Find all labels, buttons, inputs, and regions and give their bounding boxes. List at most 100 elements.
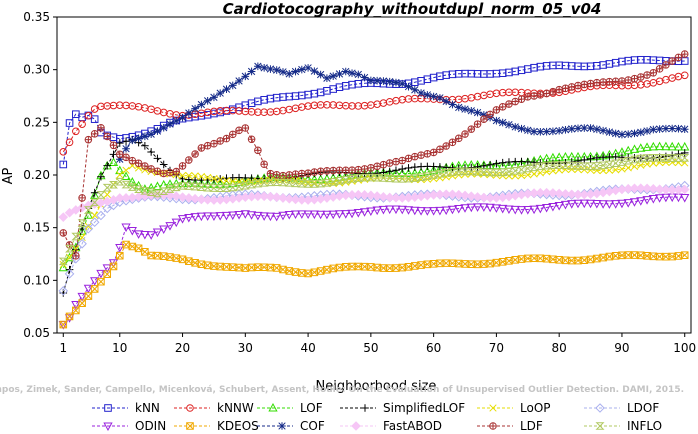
fastabod-point <box>265 191 276 202</box>
odin-point <box>90 277 100 286</box>
odin-point <box>397 205 407 215</box>
cof-point <box>454 103 463 112</box>
inflo-point <box>291 179 301 188</box>
ldf-point <box>335 166 344 174</box>
loop-point <box>530 170 538 178</box>
cof-point <box>674 124 683 133</box>
y-tick-label: 0.35 <box>23 10 50 24</box>
legend-swatch-marker <box>186 404 194 412</box>
legend-item-inflo: INFLO <box>584 419 662 433</box>
x-tick-label: 70 <box>489 341 504 355</box>
ldof-point <box>83 223 94 234</box>
cof-point <box>172 117 181 125</box>
simplifiedlof-point <box>153 154 162 163</box>
ldf-point <box>90 130 99 138</box>
simplifiedlof-point <box>210 176 218 184</box>
y-tick-label: 0.30 <box>23 63 50 77</box>
series-cof <box>115 62 689 163</box>
lof-point <box>152 181 163 190</box>
odin-point <box>171 218 181 228</box>
inflo-point <box>360 173 370 182</box>
y-tick-label: 0.05 <box>23 326 50 340</box>
inflo-point <box>247 180 257 189</box>
legend-swatch-marker <box>361 404 369 412</box>
kdeos-point <box>90 285 99 293</box>
odin-point <box>265 212 276 222</box>
odin-point <box>234 211 244 220</box>
loop-point <box>216 176 224 184</box>
ldf-point <box>247 135 256 143</box>
legend-label-loop: LoOP <box>520 401 551 415</box>
loop-point <box>210 174 218 183</box>
cof-point <box>159 123 168 132</box>
odin-point <box>516 206 527 215</box>
odin-point <box>598 200 608 209</box>
odin-point <box>385 205 395 215</box>
legend-label-knn: kNN <box>135 401 160 415</box>
fastabod-point <box>460 190 470 201</box>
loop-point <box>222 176 231 185</box>
lof-point <box>428 165 439 174</box>
legend-item-fastabod: FastABOD <box>340 419 442 433</box>
fastabod-point <box>541 187 552 198</box>
kdeos-point <box>304 269 312 278</box>
kdeos-point <box>492 258 501 267</box>
fastabod-point <box>485 193 495 203</box>
cof-point <box>341 67 350 76</box>
lof-point <box>108 157 119 166</box>
fastabod-point <box>184 193 194 203</box>
cof-point <box>285 69 294 78</box>
ldf-point <box>436 145 444 154</box>
lof-point <box>90 190 100 199</box>
fastabod-point <box>202 195 213 205</box>
cof-point <box>605 128 614 136</box>
loop-point <box>103 190 111 199</box>
ldf-point <box>636 73 645 81</box>
cof-point <box>291 67 300 76</box>
x-axis: 1 10 20 30 40 50 60 70 80 90 100 <box>59 333 696 355</box>
inflo-point <box>284 179 294 187</box>
inflo-point <box>397 174 407 183</box>
simplifiedlof-point <box>492 159 501 168</box>
cof-point <box>643 127 651 135</box>
lof-point <box>648 141 658 151</box>
inflo-point <box>592 162 602 170</box>
inflo-point <box>529 163 539 172</box>
ldf-point <box>310 168 319 176</box>
legend-item-ldof: LDOF <box>584 401 659 415</box>
kdeos-point <box>404 262 413 271</box>
cof-point <box>593 125 601 134</box>
y-tick-label: 0.10 <box>23 273 50 287</box>
odin-point <box>322 210 332 220</box>
inflo-point <box>196 183 206 191</box>
knnw-point <box>680 71 689 80</box>
ldf-point <box>222 134 231 143</box>
cof-point <box>505 120 513 129</box>
inflo-point <box>636 154 646 163</box>
ldf-point <box>385 159 394 167</box>
odin-point <box>71 301 81 310</box>
ldof-point <box>77 238 87 249</box>
ldf-point <box>662 61 670 69</box>
ldf-point <box>624 76 633 84</box>
cof-point <box>662 124 670 133</box>
ldf-point <box>605 77 614 86</box>
cof-point <box>561 125 570 134</box>
odin-point <box>303 210 313 219</box>
inflo-point <box>523 164 533 173</box>
cof-point <box>367 76 375 85</box>
lof-point <box>115 165 125 175</box>
inflo-point <box>667 154 677 162</box>
inflo-point <box>127 183 137 191</box>
inflo-point <box>460 167 470 176</box>
odin-point <box>228 211 238 221</box>
ldf-point <box>404 154 413 163</box>
cof-point <box>203 96 212 105</box>
loop-point <box>116 171 124 179</box>
fastabod-point <box>372 191 382 201</box>
odin-point <box>491 204 502 213</box>
fastabod-point <box>297 195 307 205</box>
simplifiedlof-point <box>662 152 670 161</box>
fastabod-point <box>114 193 125 203</box>
ldf-point <box>561 84 570 93</box>
